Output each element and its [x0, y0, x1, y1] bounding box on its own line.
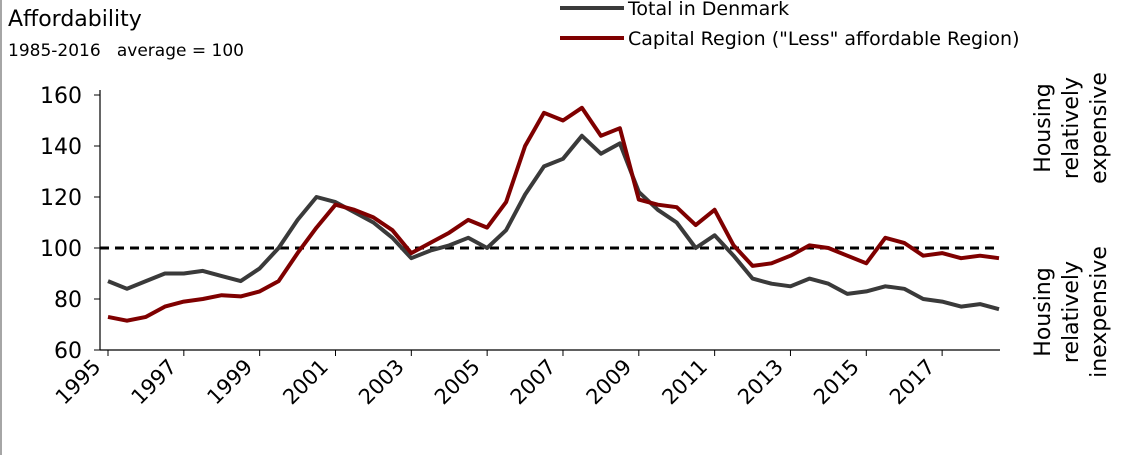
y-tick-label: 100	[40, 237, 82, 262]
side-annotation: inexpensive	[1087, 246, 1112, 378]
chart-subtitle: 1985-2016 average = 100	[8, 41, 244, 61]
side-annotation: Housing	[1031, 83, 1056, 172]
side-annotation: relatively	[1059, 261, 1084, 363]
data-line	[107, 133, 1000, 312]
y-tick-label: 160	[40, 84, 82, 109]
x-tick-label: 2005	[430, 355, 485, 410]
legend-label: Total in Denmark	[627, 0, 789, 20]
x-tick-label: 2011	[657, 355, 712, 410]
y-tick-label: 60	[54, 339, 82, 364]
y-tick-label: 120	[40, 186, 82, 211]
x-tick-label: 2009	[582, 355, 637, 410]
legend-label: Capital Region ("Less" affordable Region…	[628, 28, 1019, 50]
side-annotation: relatively	[1059, 77, 1084, 179]
chart-title: Affordability	[8, 7, 142, 32]
x-tick-label: 2015	[809, 355, 864, 410]
y-tick-label: 140	[40, 135, 82, 160]
x-tick-label: 2003	[354, 355, 409, 410]
x-tick-label: 2017	[885, 355, 940, 410]
data-line	[107, 105, 1000, 323]
x-tick-label: 1999	[202, 355, 257, 410]
x-tick-label: 2013	[733, 355, 788, 410]
side-annotation: expensive	[1087, 72, 1112, 184]
x-tick-label: 2001	[278, 355, 333, 410]
y-tick-label: 80	[54, 288, 82, 313]
side-annotation: Housing	[1031, 267, 1056, 356]
x-tick-label: 2007	[506, 355, 561, 410]
x-tick-label: 1997	[127, 355, 182, 410]
